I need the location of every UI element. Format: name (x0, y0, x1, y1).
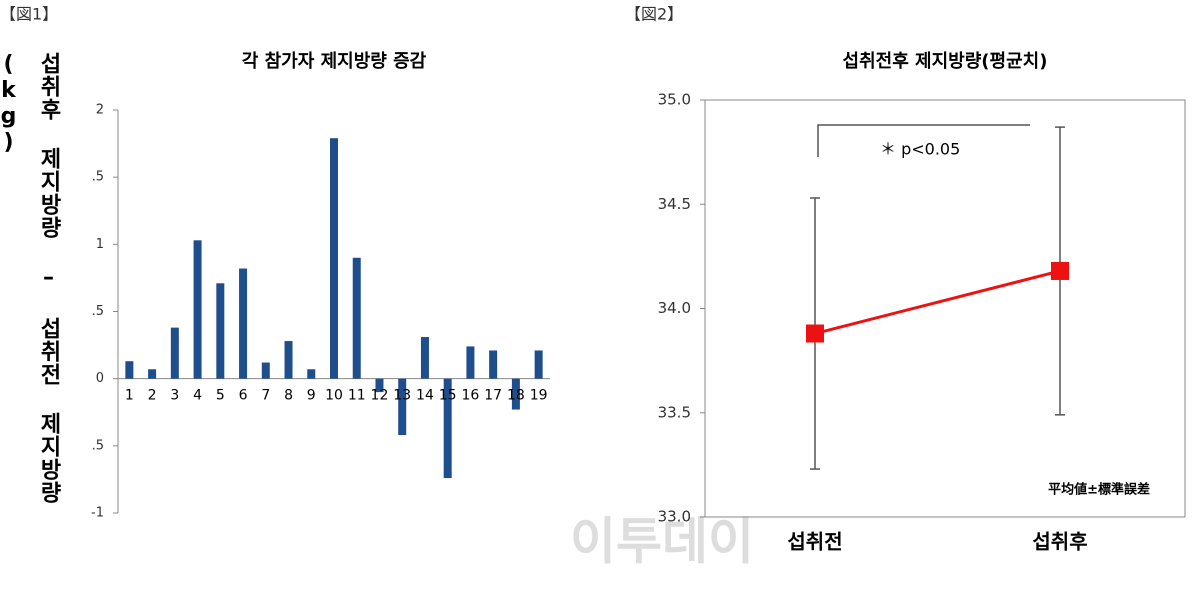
y-tick-label: 1 (96, 237, 104, 252)
x-tick-label: 12 (371, 388, 389, 404)
annotation: ＊ p<0.05 (880, 140, 960, 159)
chart-title: 섭취전후 제지방량(평균치) (843, 51, 1048, 72)
x-tick-label: 섭취후 (1032, 530, 1087, 554)
bar (466, 346, 475, 379)
y-tick-label: .5 (92, 170, 104, 185)
x-tick-label: 13 (393, 388, 411, 404)
chart-title: 각 참가자 제지방량 증감 (242, 51, 427, 72)
bar (216, 283, 225, 379)
line (814, 269, 1061, 335)
x-tick-label: 17 (484, 388, 502, 404)
x-tick-label: 18 (507, 388, 525, 404)
watermark: 이투데이 (570, 513, 754, 571)
significance-bracket (817, 124, 1030, 157)
y-tick-label: 33.5 (658, 403, 691, 421)
bar (534, 350, 543, 379)
bar (375, 378, 384, 393)
x-tick-label: 2 (148, 388, 157, 404)
bar (148, 369, 157, 379)
x-tick-label: 16 (462, 388, 480, 404)
x-tick-label: 19 (530, 388, 548, 404)
x-tick-label: 섭취전 (787, 530, 842, 554)
y-tick-label: 35.0 (658, 91, 691, 109)
bar (489, 350, 498, 379)
plot-frame (704, 99, 1186, 518)
bar (125, 361, 134, 379)
y-tick-label: 33.0 (658, 508, 691, 526)
marker (1051, 261, 1069, 280)
bar (352, 257, 361, 379)
y-tick-label: .5 (92, 438, 104, 453)
bar (398, 378, 407, 436)
y-tick-label: -1 (91, 506, 104, 521)
x-tick-label: 15 (439, 388, 457, 404)
bar (511, 378, 520, 410)
x-tick-label: 7 (261, 388, 270, 404)
bar (443, 378, 452, 479)
y-tick-label: 0 (96, 371, 104, 386)
x-tick-label: 11 (348, 388, 366, 404)
x-tick-label: 8 (284, 388, 293, 404)
x-tick-label: 5 (216, 388, 225, 404)
x-tick-label: 4 (193, 388, 202, 404)
bar (239, 268, 248, 379)
x-tick-label: 10 (325, 388, 343, 404)
bar (193, 240, 202, 379)
y-axis-label: 섭취후 제지방량 – 섭취전 제지방량(kg) (0, 52, 61, 504)
y-tick-label: .5 (92, 304, 104, 319)
figure-label: 【図2】 (625, 5, 683, 24)
x-tick-label: 6 (239, 388, 248, 404)
y-tick-label: 34.0 (658, 299, 691, 317)
x-tick-label: 1 (125, 388, 134, 404)
bar (170, 327, 179, 379)
bar (307, 369, 316, 379)
bar (420, 337, 429, 379)
x-tick-label: 3 (170, 388, 179, 404)
marker (806, 324, 824, 343)
y-tick-label: 34.5 (658, 195, 691, 213)
bar (261, 362, 270, 379)
note: 平均値±標準誤差 (1048, 482, 1150, 498)
x-tick-label: 14 (416, 388, 434, 404)
figure-label: 【図1】 (0, 5, 58, 24)
bar (330, 138, 338, 379)
x-tick-label: 9 (307, 388, 316, 404)
bar (284, 341, 293, 379)
y-tick-label: 2 (96, 103, 104, 118)
